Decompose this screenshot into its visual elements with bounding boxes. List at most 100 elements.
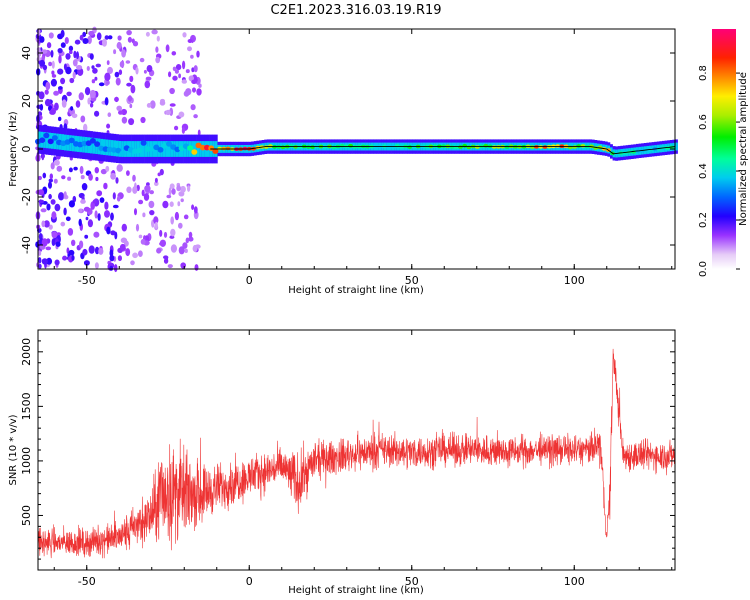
heatmap-speckle xyxy=(51,231,58,239)
heatmap-speckle xyxy=(68,167,73,173)
heatmap-speckle xyxy=(60,221,66,227)
heatmap-speckle xyxy=(178,246,185,255)
colorbar-tick-label: 0.8 xyxy=(698,65,709,81)
heatmap-ridge-point xyxy=(225,146,231,151)
heatmap-speckle xyxy=(125,60,131,64)
heatmap-ridge-point xyxy=(322,145,328,149)
heatmap-speckle xyxy=(180,198,184,203)
heatmap-speckle xyxy=(48,181,52,189)
heatmap-speckle xyxy=(112,192,116,200)
heatmap-speckle xyxy=(187,39,193,43)
heatmap-speckle xyxy=(46,257,53,265)
heatmap-band-core xyxy=(165,141,169,157)
snr-xlabel: Height of straight line (km) xyxy=(288,585,424,596)
heatmap-speckle xyxy=(134,182,137,191)
heatmap-speckle xyxy=(129,103,133,109)
heatmap-speckle xyxy=(153,216,159,225)
heatmap-ytick-label: -20 xyxy=(20,188,33,206)
heatmap-speckle xyxy=(192,244,198,253)
snr-axes: -50 0 50 100 500 1000 1500 2000 xyxy=(20,330,675,588)
heatmap-speckle xyxy=(53,90,59,96)
heatmap-speckle xyxy=(135,67,139,75)
heatmap-speckle xyxy=(68,45,74,52)
heatmap-speckle xyxy=(196,50,200,58)
heatmap-speckle xyxy=(130,260,135,266)
heatmap-speckle xyxy=(80,199,86,204)
heatmap-speckle xyxy=(126,186,132,194)
heatmap-speckle xyxy=(109,265,114,271)
snr-xtick-label: -50 xyxy=(78,575,96,588)
heatmap-speckle xyxy=(73,166,78,171)
heatmap-speckle xyxy=(159,229,163,237)
heatmap-speckle xyxy=(45,81,51,91)
heatmap-speckle xyxy=(38,263,42,269)
heatmap-band-core xyxy=(183,141,187,157)
heatmap-speckle xyxy=(193,65,198,73)
heatmap-speckle xyxy=(68,249,75,256)
heatmap-speckle xyxy=(168,187,172,196)
heatmap-speckle xyxy=(113,49,117,55)
heatmap-speckle xyxy=(94,210,98,219)
heatmap-speckle xyxy=(162,200,169,209)
heatmap-xtick-label: -50 xyxy=(78,274,96,287)
heatmap-ridge-point xyxy=(47,138,54,145)
heatmap-ridge-point xyxy=(212,148,219,154)
heatmap-speckle xyxy=(66,91,72,97)
heatmap-speckle xyxy=(38,91,45,100)
heatmap-speckle xyxy=(127,95,133,102)
heatmap-speckle xyxy=(92,67,98,74)
heatmap-speckle xyxy=(114,71,120,78)
heatmap-speckle xyxy=(37,189,45,196)
heatmap-speckle xyxy=(165,44,170,53)
heatmap-speckle xyxy=(149,190,154,195)
snr-plot-area xyxy=(38,330,675,570)
heatmap-speckle xyxy=(61,175,66,180)
heatmap-speckle xyxy=(39,59,46,67)
heatmap-ylabel: Frequency (Hz) xyxy=(8,111,19,187)
snr-marks xyxy=(37,348,676,559)
heatmap-speckle xyxy=(65,216,71,222)
heatmap-speckle xyxy=(170,228,176,237)
heatmap-speckle xyxy=(82,248,88,256)
heatmap-speckle xyxy=(94,262,99,269)
heatmap-speckle xyxy=(119,243,126,251)
heatmap-speckle xyxy=(129,75,134,83)
heatmap-band-core xyxy=(92,137,96,154)
heatmap-speckle xyxy=(98,82,105,87)
heatmap-speckle xyxy=(48,178,53,183)
heatmap-speckle xyxy=(71,255,75,261)
heatmap-speckle xyxy=(48,193,52,200)
heatmap-speckle xyxy=(154,177,158,183)
heatmap-speckle xyxy=(70,106,74,111)
heatmap-speckle xyxy=(164,256,169,261)
heatmap-speckle xyxy=(181,79,187,84)
heatmap-speckle xyxy=(107,112,112,117)
heatmap-band-core xyxy=(142,141,145,157)
heatmap-speckle xyxy=(138,250,143,257)
heatmap-speckle xyxy=(39,103,44,111)
heatmap-speckle xyxy=(134,208,137,216)
heatmap-speckle xyxy=(99,197,105,203)
heatmap-speckle xyxy=(193,206,198,214)
heatmap-speckle xyxy=(115,177,119,184)
heatmap-speckle xyxy=(163,231,168,238)
heatmap-speckle xyxy=(175,64,182,71)
colorbar-label: Normalized spectral amplitude xyxy=(738,72,749,226)
heatmap-speckle xyxy=(143,193,150,201)
heatmap-speckle xyxy=(94,110,100,117)
heatmap-ridge-point xyxy=(94,141,101,147)
figure-title: C2E1.2023.316.03.19.R19 xyxy=(270,3,441,18)
heatmap-speckle xyxy=(41,153,45,161)
heatmap-speckle xyxy=(41,258,48,265)
colorbar: 0.0 0.2 0.4 0.6 0.8 Normalized spectral ampl… xyxy=(698,29,749,277)
colorbar-gradient xyxy=(712,29,736,269)
heatmap-speckle xyxy=(159,100,166,106)
heatmap-speckle xyxy=(89,89,96,99)
heatmap-speckle xyxy=(198,83,202,88)
heatmap-speckle xyxy=(182,32,187,38)
heatmap-speckle xyxy=(51,211,57,220)
heatmap-speckle xyxy=(125,248,131,257)
heatmap-speckle xyxy=(132,252,139,259)
heatmap-speckle xyxy=(109,249,114,257)
heatmap-speckle xyxy=(107,35,113,40)
